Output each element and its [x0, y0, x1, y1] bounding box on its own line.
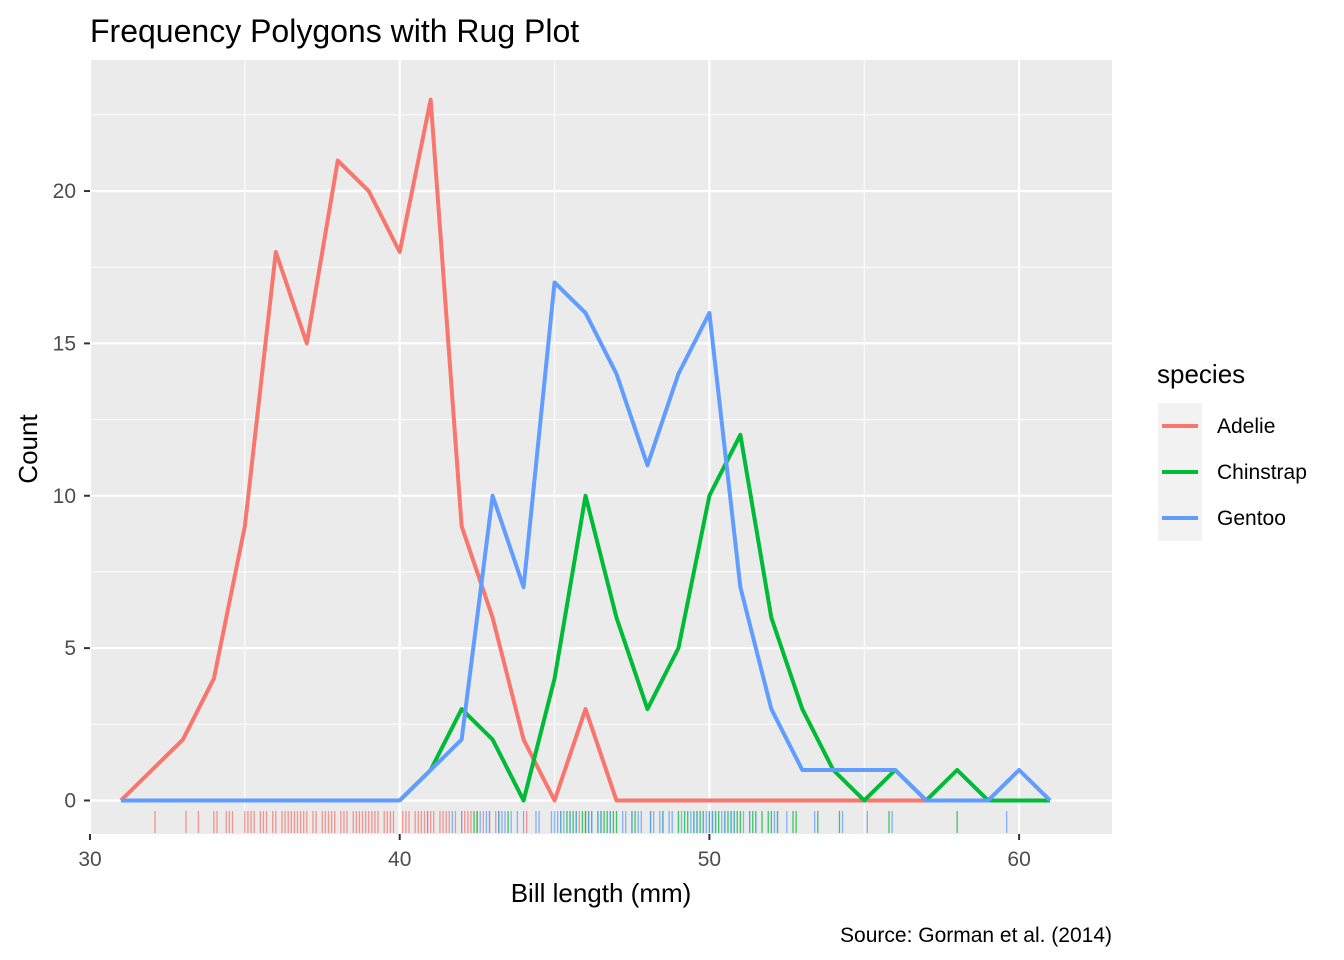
legend-label: Chinstrap: [1217, 461, 1307, 484]
y-axis: 0 5 10 15 20: [53, 180, 90, 812]
y-axis-label: Count: [13, 414, 43, 484]
series-line-adelie: [119, 97, 1051, 803]
caption: Source: Gorman et al. (2014): [840, 924, 1112, 947]
rug-plot: [154, 811, 1008, 833]
legend: species Adelie Chinstrap Gentoo: [1157, 359, 1307, 541]
legend-title: species: [1157, 359, 1245, 389]
legend-label: Adelie: [1217, 415, 1275, 438]
x-axis-label: Bill length (mm): [511, 878, 692, 908]
plot-panel: [90, 60, 1112, 834]
y-tick-label: 10: [53, 485, 76, 508]
x-tick-label: 30: [78, 848, 101, 871]
x-tick-label: 60: [1007, 848, 1030, 871]
y-tick-label: 0: [64, 789, 76, 812]
y-tick-label: 20: [53, 180, 76, 203]
x-axis: 30 40 50 60: [78, 834, 1031, 871]
minor-gridlines: [90, 60, 1112, 834]
y-tick-label: 15: [53, 332, 76, 355]
series-line-gentoo: [120, 280, 1052, 803]
major-gridlines: [88, 60, 1112, 834]
x-tick-label: 50: [698, 848, 721, 871]
series-lines: [119, 97, 1052, 803]
legend-label: Gentoo: [1217, 507, 1286, 530]
y-tick-label: 5: [64, 637, 76, 660]
x-tick-label: 40: [388, 848, 411, 871]
chart-title: Frequency Polygons with Rug Plot: [90, 13, 579, 49]
